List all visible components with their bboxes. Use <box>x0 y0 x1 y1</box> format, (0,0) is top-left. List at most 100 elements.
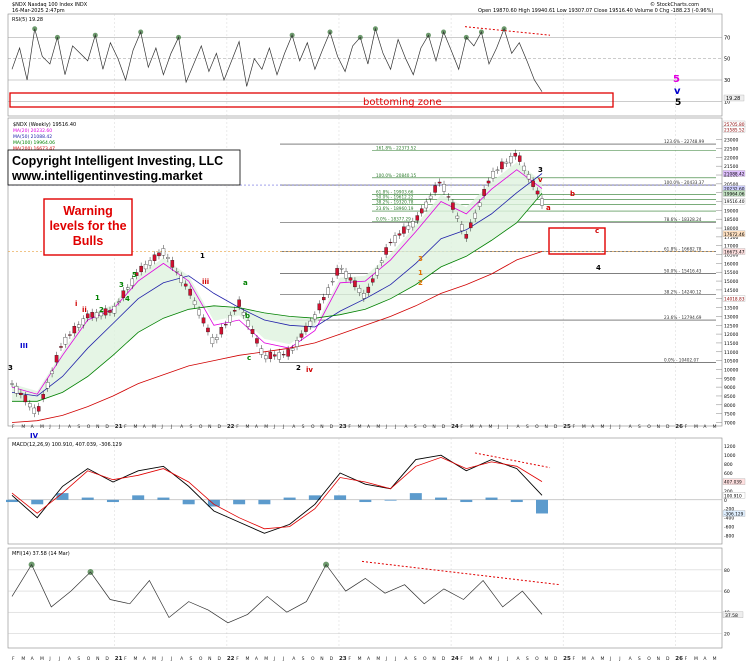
time-axis-label-upper: S <box>302 424 305 430</box>
candle-body <box>460 224 464 231</box>
time-axis-label-lower: M <box>601 656 605 662</box>
price-legend-ma50: MA(50) 21088.42 <box>13 134 52 140</box>
time-axis-label-lower: A <box>292 656 296 662</box>
candle-body <box>522 165 526 171</box>
rsi-wave-5-black: 5 <box>675 98 681 108</box>
price-value-tag <box>722 248 746 255</box>
candle-body <box>121 290 126 298</box>
macd-histogram-bar <box>536 499 548 514</box>
candle-body <box>446 196 451 198</box>
time-axis-label-upper: D <box>218 424 222 430</box>
rsi-level-tick: 70 <box>724 35 730 41</box>
macd-tick-label: -600 <box>724 525 734 531</box>
time-axis-label-lower: A <box>404 656 408 662</box>
time-axis-label-upper: F <box>12 424 15 430</box>
time-axis-label-lower: J <box>497 656 499 662</box>
candle-body <box>482 189 486 196</box>
candle-body <box>428 195 433 200</box>
time-axis-label-upper: A <box>516 424 520 430</box>
candle-body <box>81 318 86 326</box>
macd-histogram-bar <box>106 499 119 503</box>
candle-body <box>215 337 219 340</box>
macd-histogram-bar <box>308 495 321 500</box>
wave-label: a <box>243 279 248 287</box>
time-axis-label-lower: D <box>330 656 334 662</box>
macd-histogram-bar <box>334 495 347 500</box>
time-axis-label-upper: O <box>199 424 203 430</box>
time-axis-label-upper: F <box>124 424 127 430</box>
time-axis-label-upper: N <box>208 424 211 430</box>
macd-histogram-bar <box>485 497 498 500</box>
price-legend-ma200: MA(200) 16673.47 <box>13 146 55 152</box>
time-axis-label-upper: F <box>685 424 688 430</box>
candle-body <box>486 180 491 184</box>
time-axis-label-lower: J <box>48 656 50 662</box>
time-axis-label-upper: A <box>31 424 35 430</box>
candle-body <box>402 226 406 234</box>
price-tick-label: 18500 <box>724 217 738 223</box>
mfi-panel <box>7 547 723 649</box>
time-axis-label-upper: S <box>190 424 193 430</box>
time-axis-label-lower: J <box>609 656 611 662</box>
price-value-tag <box>722 126 746 133</box>
price-tick-label: 7500 <box>724 412 736 418</box>
time-axis-label-upper: M <box>694 424 698 430</box>
bottoming-zone-label: bottoming zone <box>363 97 442 108</box>
candle-body <box>250 329 255 334</box>
candle-body <box>206 327 210 333</box>
ma-line-4 <box>11 251 543 423</box>
price-tick-label: 11500 <box>724 341 738 347</box>
candle-body <box>179 275 183 283</box>
candle-body <box>295 340 299 347</box>
time-axis-label-upper: J <box>609 424 611 430</box>
wave-label: v <box>538 176 543 184</box>
macd-tick-label: 600 <box>724 471 733 477</box>
candle-body <box>170 260 175 268</box>
price-tick-label: 12500 <box>724 323 738 329</box>
price-value-tag-text: 19516.40 <box>724 199 745 205</box>
target-zone-box <box>548 227 606 255</box>
time-axis-label-upper: M <box>40 424 44 430</box>
candle-body <box>85 313 90 319</box>
time-axis-label-upper: F <box>573 424 576 430</box>
candle-body <box>308 320 313 327</box>
time-axis-label-lower: M <box>246 656 250 662</box>
macd-histogram-bar <box>359 499 372 503</box>
ma-line-3 <box>12 193 543 402</box>
time-axis-label-lower: 25 <box>563 656 571 662</box>
time-axis-label-upper: A <box>292 424 296 430</box>
time-axis-label-upper: A <box>68 424 72 430</box>
wave-label: 1 <box>95 294 100 302</box>
time-axis-label-upper: J <box>385 424 387 430</box>
time-axis-label-upper: A <box>255 424 259 430</box>
rsi-wave-5-magenta: 5 <box>673 74 680 85</box>
candle-body <box>290 348 295 351</box>
candle-body <box>437 181 442 184</box>
time-axis-label-lower: 22 <box>227 656 235 662</box>
time-axis-label-lower: O <box>647 656 651 662</box>
candle-body <box>326 287 330 295</box>
time-axis-label-upper: M <box>601 424 605 430</box>
wave-label: 3 <box>8 364 13 372</box>
macd-histogram-bar <box>435 497 448 500</box>
candle-body <box>406 225 411 230</box>
candle-body <box>90 312 94 318</box>
candle-body <box>299 333 304 338</box>
macd-tick-label: 200 <box>724 489 733 495</box>
candle-body <box>273 354 277 357</box>
time-axis-label-upper: A <box>703 424 707 430</box>
candle-body <box>362 293 366 299</box>
candle-body <box>504 161 509 164</box>
time-axis-label-lower: F <box>124 656 127 662</box>
time-axis-label-lower: M <box>694 656 698 662</box>
wave-label: 2 <box>296 364 301 372</box>
candle-body <box>540 198 544 206</box>
macd-value-tag-text: 100.910 <box>724 493 742 499</box>
time-axis-label-upper: O <box>647 424 651 430</box>
time-axis-label-lower: N <box>545 656 548 662</box>
time-axis-label-lower: A <box>180 656 184 662</box>
rsi-wave-v-blue: v <box>674 86 681 97</box>
wave-label: 1 <box>418 269 423 277</box>
time-axis-label-lower: O <box>199 656 203 662</box>
